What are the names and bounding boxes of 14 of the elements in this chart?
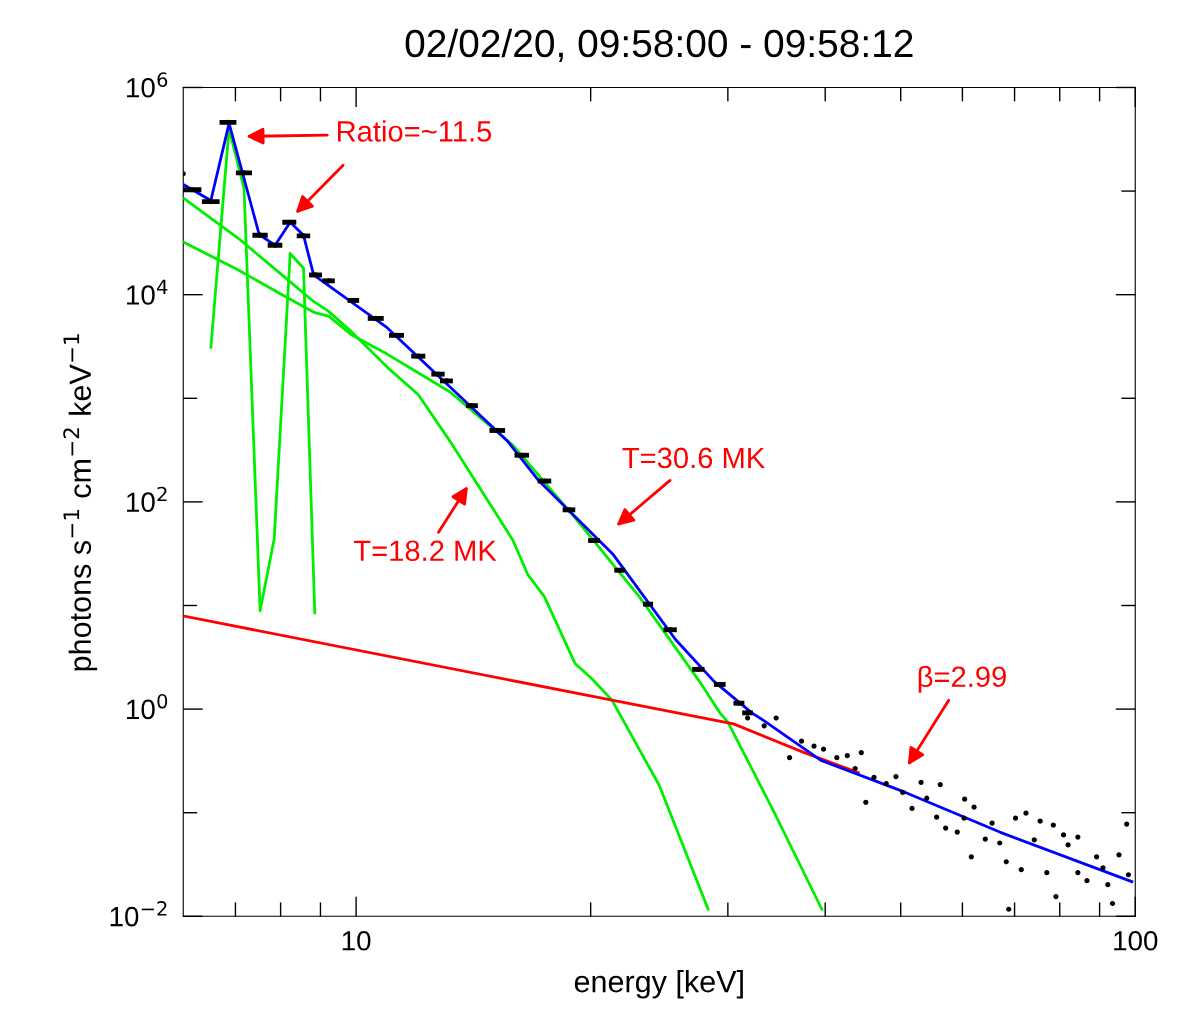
- y-tick-label: 10$^{4}$: [127, 279, 168, 305]
- chart-title: 02/02/20, 09:58:00 - 09:58:12: [405, 28, 913, 62]
- annotation: Ratio=~11.5: [337, 120, 492, 142]
- y-tick-label: 10$^{2}$: [127, 486, 167, 513]
- annotation: β=2.99: [918, 665, 1006, 693]
- x-axis-title: energy [keV]: [574, 969, 743, 999]
- annotation: T=18.2 MK: [353, 540, 497, 562]
- y-tick-label: 10$^{−2}$: [110, 901, 167, 927]
- y-tick-label: 10$^{0}$: [127, 693, 168, 720]
- y-tick-label: 10$^{6}$: [127, 72, 168, 98]
- y-axis-title: photons s$^{−1}$ cm$^{−2}$ keV$^{−1}$: [63, 334, 98, 671]
- x-tick-label: 10: [342, 930, 371, 951]
- x-tick-label: 100: [1114, 930, 1158, 951]
- annotation: T=30.6 MK: [622, 447, 765, 469]
